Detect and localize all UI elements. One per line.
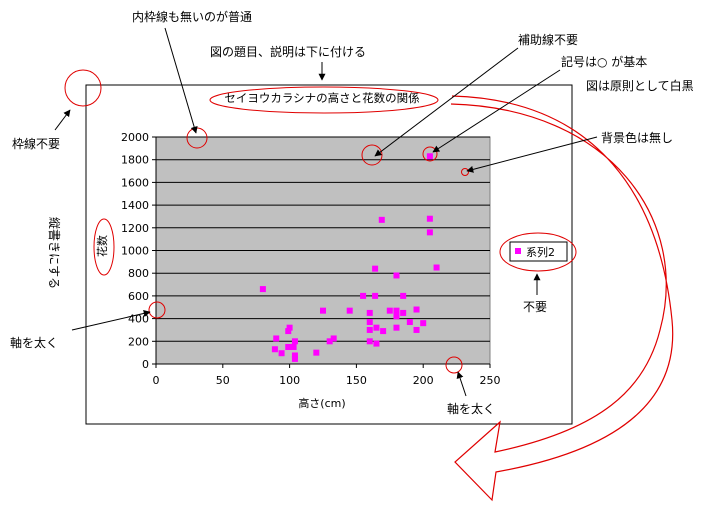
data-point	[320, 307, 326, 314]
legend: 系列2	[509, 241, 568, 262]
note-unnecessary: 不要	[523, 300, 547, 314]
annotation-arrows	[54, 27, 598, 397]
note-marker: 記号は○ が基本	[561, 54, 647, 69]
data-point	[373, 340, 380, 347]
y-tick-label: 0	[142, 358, 149, 371]
data-point	[313, 349, 320, 356]
data-point	[420, 320, 427, 327]
data-point	[393, 313, 400, 320]
data-point	[433, 264, 440, 271]
note-no-background: 背景色は無し	[601, 130, 673, 145]
chart-title: セイヨウカラシナの高さと花数の関係	[224, 91, 419, 105]
y-tick-label: 200	[128, 335, 149, 348]
x-axis-circle	[445, 356, 463, 374]
x-tick-label: 0	[153, 374, 160, 387]
legend-marker	[515, 248, 521, 254]
title-ellipse	[209, 86, 439, 114]
note-no-outer-frame: 枠線不要	[12, 136, 60, 151]
data-point	[372, 292, 379, 299]
data-point	[413, 306, 420, 313]
arrow-y-axis	[71, 310, 151, 331]
note-vertical-label: 縦書きにする	[47, 217, 61, 289]
data-point	[291, 352, 298, 359]
red-annotations	[64, 69, 674, 502]
x-tick-label: 250	[480, 374, 501, 387]
y-tick-label: 1600	[121, 176, 149, 189]
data-point	[393, 272, 400, 279]
data-point	[330, 335, 337, 342]
title-move-arrow	[450, 95, 674, 502]
data-point	[400, 309, 407, 316]
y-axis-label: 花数	[96, 235, 109, 257]
y-tick-label: 1400	[121, 199, 149, 212]
y-tick-label: 600	[128, 290, 149, 303]
note-thick-x-axis: 軸を太く	[447, 401, 495, 416]
outer-frame-circle	[64, 69, 102, 107]
y-tick-label: 800	[128, 267, 149, 280]
data-point	[273, 335, 280, 342]
data-point	[400, 292, 407, 299]
data-point	[372, 265, 379, 272]
data-point	[378, 216, 385, 223]
y-tick-label: 1000	[121, 245, 149, 258]
data-point	[285, 343, 292, 350]
data-points	[259, 153, 440, 362]
x-tick-label: 150	[346, 374, 367, 387]
data-point	[366, 319, 373, 326]
marker-circle	[422, 146, 438, 162]
data-point	[386, 307, 393, 314]
note-thick-y-axis: 軸を太く	[10, 335, 58, 350]
y-tick-label: 2000	[121, 131, 149, 144]
data-point	[346, 307, 353, 314]
y-axis-circle	[148, 301, 166, 319]
data-point	[271, 346, 278, 353]
arrow-background	[466, 136, 598, 173]
data-point	[291, 338, 298, 345]
arrow-inner-frame	[164, 27, 198, 134]
axes	[152, 136, 491, 368]
data-point	[360, 292, 367, 299]
x-axis-label: 高さ(cm)	[298, 396, 345, 410]
data-point	[366, 338, 373, 345]
note-monochrome: 図は原則として白黒	[586, 78, 694, 93]
y-tick-label: 1800	[121, 154, 149, 167]
data-point	[285, 328, 292, 335]
data-point	[366, 326, 373, 333]
data-point	[326, 338, 333, 345]
data-point	[426, 153, 433, 160]
legend-label: 系列2	[526, 245, 555, 259]
note-title-below: 図の題目、説明は下に付ける	[210, 44, 366, 59]
data-point	[426, 229, 433, 236]
data-point	[426, 215, 433, 222]
data-point	[366, 309, 373, 316]
arrow-no-gridlines	[374, 47, 519, 157]
arrow-x-axis	[456, 371, 467, 397]
data-point	[380, 328, 387, 335]
arrow-outer-frame	[54, 109, 71, 131]
y-tick-label: 1200	[121, 222, 149, 235]
legend-box	[509, 241, 568, 262]
data-point	[373, 324, 380, 331]
data-point	[406, 319, 413, 326]
annotation-texts: 内枠線も無いのが普通 図の題目、説明は下に付ける 補助線不要 記号は○ が基本 …	[10, 9, 694, 416]
x-tick-label: 50	[216, 374, 230, 387]
x-tick-label: 100	[279, 374, 300, 387]
data-point	[290, 343, 297, 350]
data-point	[278, 350, 285, 357]
note-no-gridlines: 補助線不要	[518, 32, 578, 47]
data-point	[286, 324, 293, 331]
x-tick-label: 200	[413, 374, 434, 387]
arrow-marker	[432, 69, 561, 153]
data-point	[393, 324, 400, 331]
data-point	[291, 355, 298, 362]
ylabel-ellipse	[93, 218, 115, 276]
data-point	[393, 307, 400, 314]
data-point	[413, 326, 420, 333]
legend-ellipse	[499, 232, 577, 272]
data-point	[259, 286, 266, 293]
note-inner-frame: 内枠線も無いのが普通	[132, 9, 252, 24]
